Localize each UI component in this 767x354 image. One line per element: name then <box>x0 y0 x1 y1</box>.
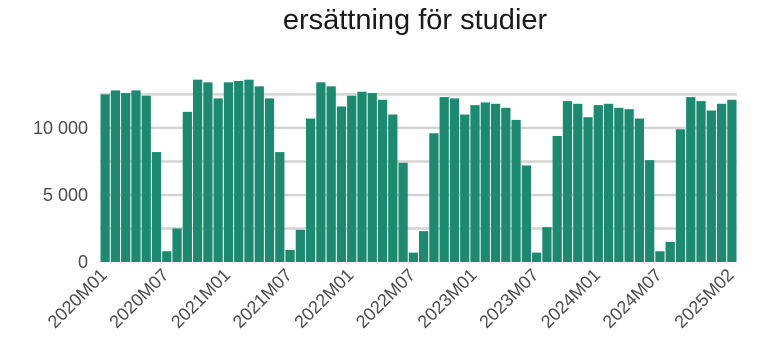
bar-2020M02 <box>110 90 121 262</box>
bar-2021M07 <box>285 249 295 262</box>
bar-2021M04 <box>254 86 264 262</box>
bar-2022M07 <box>408 252 418 262</box>
bar-2023M07 <box>532 252 542 262</box>
bars <box>100 79 737 263</box>
x-tick-label: 2023M01 <box>414 265 481 332</box>
bar-2024M01 <box>593 105 603 262</box>
x-tick-label: 2024M07 <box>599 265 666 332</box>
bar-2021M01 <box>223 82 234 262</box>
bar-2023M01 <box>470 105 480 262</box>
x-tick-label: 2021M01 <box>167 265 234 332</box>
bar-2020M11 <box>203 82 213 262</box>
chart-title: ersättning för studier <box>282 4 548 36</box>
bar-2020M12 <box>213 98 223 263</box>
bar-2021M09 <box>306 118 316 262</box>
bar-2021M05 <box>264 98 275 263</box>
y-tick-label: 10 000 <box>33 118 88 138</box>
bar-2024M12 <box>706 110 716 262</box>
bar-2020M08 <box>172 228 182 262</box>
bar-2021M02 <box>234 81 244 262</box>
bar-2020M06 <box>151 152 162 262</box>
bar-2020M03 <box>121 93 131 262</box>
bar-2022M02 <box>357 91 367 262</box>
y-axis-ticks: 0 5 000 10 000 <box>33 118 88 272</box>
bar-2021M08 <box>295 229 305 262</box>
bar-2021M06 <box>275 152 285 262</box>
bar-2024M08 <box>665 241 675 262</box>
bar-2022M11 <box>449 98 460 263</box>
bar-2020M04 <box>131 90 141 262</box>
bar-2025M02 <box>727 99 737 263</box>
bar-2021M03 <box>244 79 254 262</box>
bar-2022M05 <box>388 114 398 263</box>
bar-2024M02 <box>603 103 614 262</box>
bar-2021M10 <box>316 82 326 262</box>
bar-2024M07 <box>655 251 665 262</box>
bar-2024M05 <box>634 118 645 262</box>
bar-2024M03 <box>614 107 624 262</box>
x-tick-label: 2020M01 <box>44 265 111 332</box>
bar-2022M03 <box>367 93 377 262</box>
bar-2021M11 <box>326 86 336 262</box>
bar-2022M08 <box>419 231 429 262</box>
bar-2023M02 <box>480 102 490 262</box>
bar-2021M12 <box>336 106 347 262</box>
bar-2023M06 <box>521 165 532 262</box>
x-tick-label: 2023M07 <box>475 265 542 332</box>
y-tick-label: 0 <box>78 252 88 272</box>
bar-2020M05 <box>141 95 151 262</box>
x-tick-label: 2020M07 <box>105 265 172 332</box>
bar-2024M04 <box>624 109 634 262</box>
bar-2023M04 <box>501 107 511 262</box>
bar-2023M03 <box>490 103 501 262</box>
x-tick-label: 2022M01 <box>290 265 357 332</box>
bar-2020M07 <box>162 251 172 262</box>
bar-2024M09 <box>675 129 686 262</box>
x-tick-label: 2022M07 <box>352 265 419 332</box>
bar-2025M01 <box>716 103 727 262</box>
bar-2023M11 <box>573 103 583 262</box>
bar-2024M11 <box>696 101 706 262</box>
x-tick-label: 2025M02 <box>670 265 737 332</box>
x-axis-ticks: 2020M012020M072021M012021M072022M012022M… <box>44 265 738 332</box>
bar-2023M05 <box>511 119 521 262</box>
x-tick-label: 2021M07 <box>229 265 296 332</box>
bar-2023M10 <box>562 101 573 262</box>
bar-2022M04 <box>377 99 388 263</box>
bar-2024M10 <box>686 97 696 262</box>
bar-2020M10 <box>192 79 203 262</box>
x-tick-label: 2024M01 <box>537 265 604 332</box>
bar-2023M12 <box>583 117 593 262</box>
bar-2022M10 <box>439 97 449 262</box>
bar-2022M09 <box>429 133 439 262</box>
bar-2022M01 <box>347 95 357 262</box>
bar-2023M08 <box>542 227 552 262</box>
bar-2024M06 <box>645 160 655 262</box>
bar-2020M01 <box>100 94 110 262</box>
bar-2020M09 <box>182 111 192 262</box>
y-tick-label: 5 000 <box>43 185 88 205</box>
bar-2023M09 <box>552 135 562 262</box>
bar-2022M12 <box>460 114 470 263</box>
bar-2022M06 <box>398 162 408 262</box>
